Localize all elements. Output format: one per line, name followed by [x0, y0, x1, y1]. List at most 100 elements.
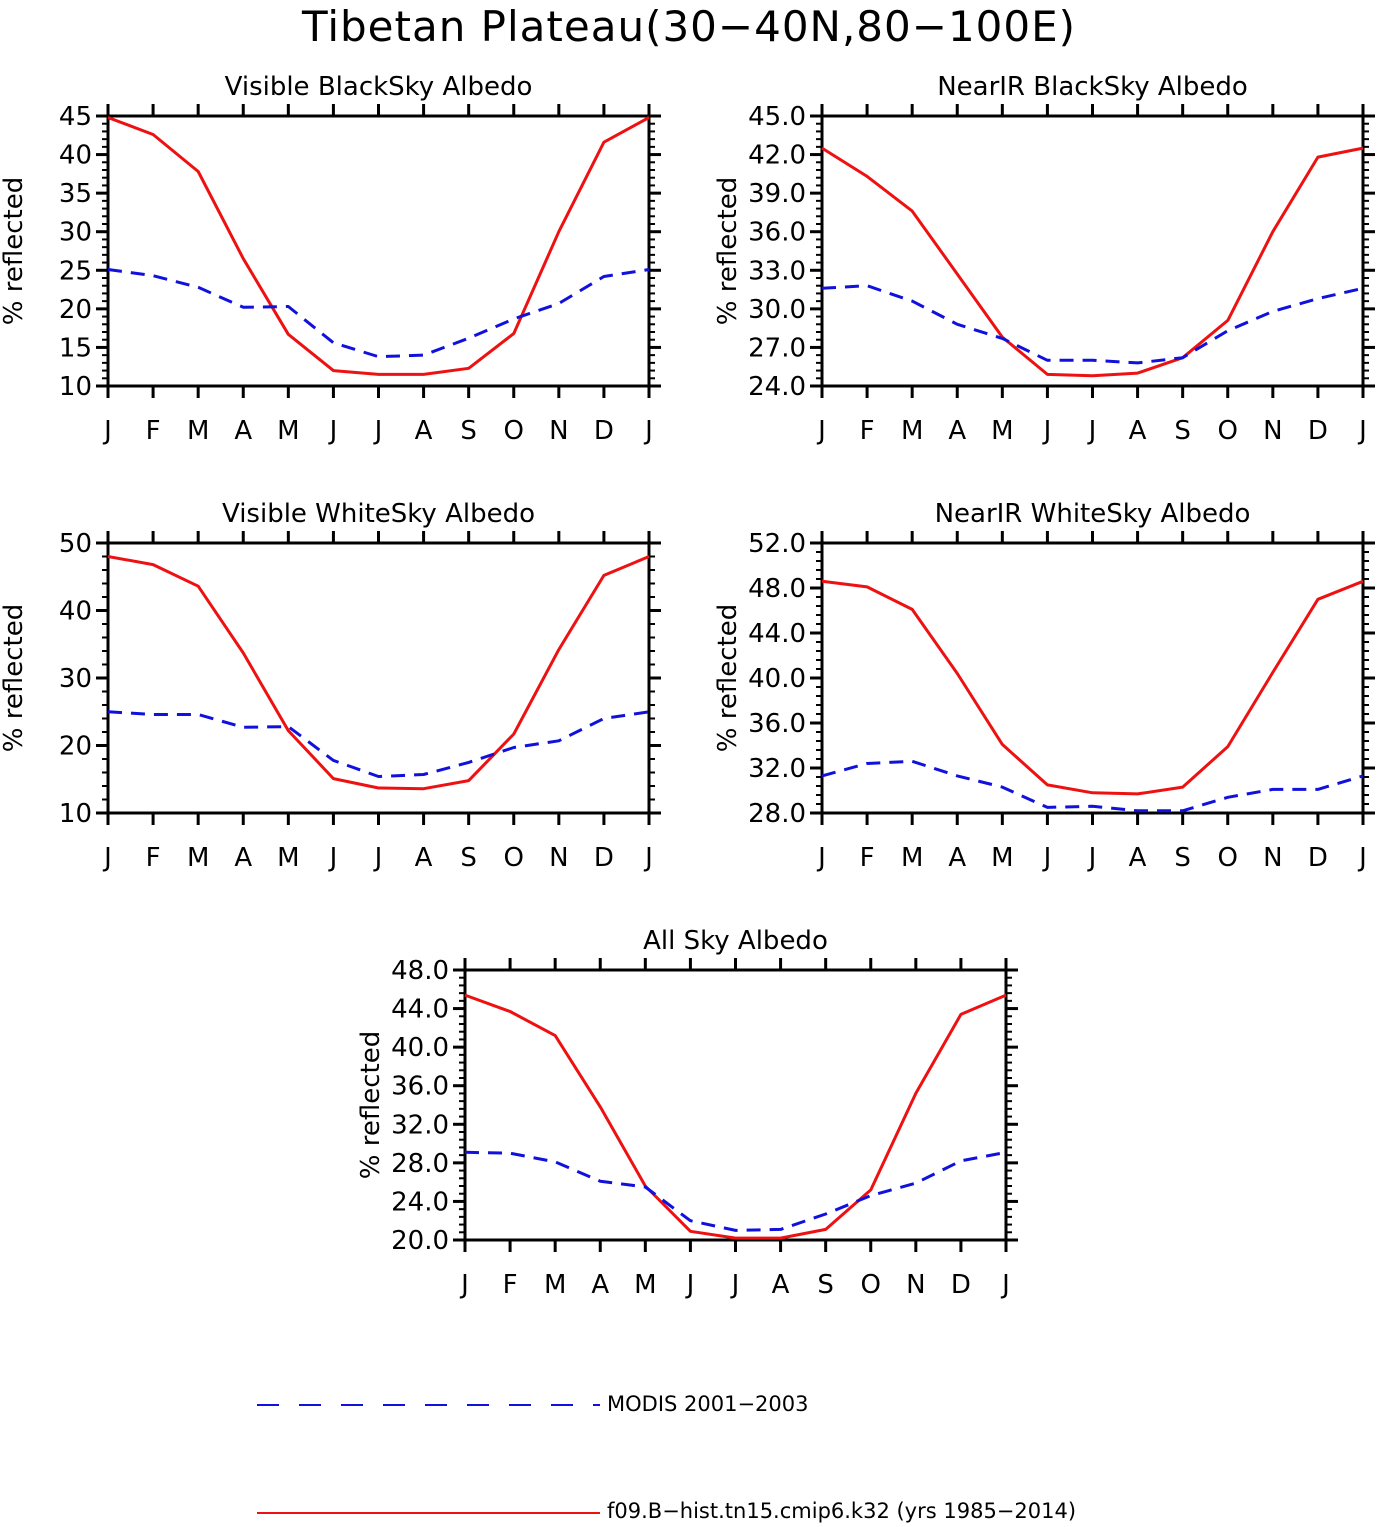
x-tick-label: M — [634, 1270, 656, 1300]
series-line-modis — [821, 759, 1364, 813]
y-axis-label: % reflected — [0, 604, 29, 752]
x-tick-label: A — [234, 416, 252, 446]
x-tick-label: M — [901, 843, 923, 873]
y-tick-label: 20.0 — [391, 1226, 449, 1256]
x-tick-label: S — [817, 1270, 834, 1300]
y-tick-label: 20 — [59, 732, 92, 762]
x-tick-label: A — [1129, 843, 1147, 873]
x-tick-label: M — [187, 843, 209, 873]
y-axis-label: % reflected — [713, 177, 743, 325]
panel-title: Visible BlackSky Albedo — [225, 72, 533, 102]
x-tick-label: J — [730, 1270, 740, 1300]
x-tick-label: A — [948, 843, 966, 873]
x-tick-label: J — [1087, 843, 1097, 873]
x-tick-label: J — [1357, 843, 1367, 873]
x-tick-label: A — [948, 416, 966, 446]
x-tick-label: N — [549, 843, 568, 873]
x-tick-label: M — [991, 416, 1013, 446]
series-line-model — [821, 146, 1364, 378]
series-line-modis — [821, 284, 1364, 365]
x-tick-label: N — [906, 1270, 925, 1300]
x-tick-label: J — [1000, 1270, 1010, 1300]
y-tick-label: 32.0 — [748, 754, 806, 784]
legend-obs-label: MODIS 2001−2003 — [607, 1392, 809, 1416]
x-tick-label: A — [591, 1270, 609, 1300]
y-axis-label: % reflected — [0, 177, 29, 325]
y-tick-label: 30.0 — [748, 295, 806, 325]
y-tick-label: 30 — [59, 664, 92, 694]
x-tick-label: S — [1174, 843, 1191, 873]
x-tick-label: M — [544, 1270, 566, 1300]
x-tick-label: A — [415, 416, 433, 446]
y-tick-label: 10 — [59, 372, 92, 402]
y-tick-label: 50 — [59, 529, 92, 559]
x-tick-label: F — [860, 416, 875, 446]
x-tick-label: N — [1263, 843, 1282, 873]
y-tick-label: 15 — [59, 333, 92, 363]
x-tick-label: J — [1042, 416, 1052, 446]
x-tick-label: J — [816, 843, 826, 873]
plot-frame — [820, 114, 1365, 388]
x-tick-label: A — [1129, 416, 1147, 446]
x-tick-label: D — [1308, 416, 1328, 446]
y-tick-label: 24.0 — [391, 1187, 449, 1217]
x-tick-label: J — [459, 1270, 469, 1300]
x-tick-label: J — [373, 416, 383, 446]
y-tick-label: 32.0 — [391, 1110, 449, 1140]
y-tick-label: 27.0 — [748, 333, 806, 363]
y-tick-label: 44.0 — [748, 619, 806, 649]
x-tick-label: S — [460, 416, 477, 446]
y-tick-label: 48.0 — [748, 574, 806, 604]
panel-5: All Sky Albedo % reflected 20.0 24.0 28.0 32.… — [356, 926, 1018, 1300]
x-tick-label: M — [901, 416, 923, 446]
x-tick-label: O — [861, 1270, 881, 1300]
panel-title: Visible WhiteSky Albedo — [222, 499, 535, 529]
y-tick-label: 42.0 — [748, 141, 806, 171]
y-tick-label: 20 — [59, 295, 92, 325]
x-tick-label: N — [1263, 416, 1282, 446]
x-tick-label: A — [415, 843, 433, 873]
y-tick-label: 36.0 — [391, 1072, 449, 1102]
y-tick-label: 48.0 — [391, 956, 449, 986]
y-tick-label: 28.0 — [748, 799, 806, 829]
y-tick-label: 33.0 — [748, 256, 806, 286]
y-tick-label: 52.0 — [748, 529, 806, 559]
x-tick-label: N — [549, 416, 568, 446]
y-tick-label: 10 — [59, 799, 92, 829]
x-tick-label: J — [328, 416, 338, 446]
x-tick-label: J — [1357, 416, 1367, 446]
x-tick-label: M — [277, 416, 299, 446]
x-tick-label: O — [504, 843, 524, 873]
legend-model-label: f09.B−hist.tn15.cmip6.k32 (yrs 1985−2014… — [607, 1499, 1077, 1523]
series-line-model — [107, 555, 650, 791]
y-tick-label: 30 — [59, 218, 92, 248]
x-tick-label: J — [1087, 416, 1097, 446]
x-tick-label: D — [594, 843, 614, 873]
y-axis-label: % reflected — [713, 604, 743, 752]
panel-title: NearIR BlackSky Albedo — [937, 72, 1248, 102]
x-tick-label: O — [1218, 843, 1238, 873]
x-tick-label: O — [504, 416, 524, 446]
series-line-model — [107, 116, 650, 376]
panel-4: NearIR WhiteSky Albedo % reflected 28.0 32.… — [713, 499, 1375, 873]
plot-frame — [820, 541, 1365, 815]
y-axis-label: % reflected — [356, 1031, 386, 1179]
x-tick-label: M — [277, 843, 299, 873]
x-tick-label: M — [187, 416, 209, 446]
x-tick-label: F — [146, 843, 161, 873]
series-line-model — [464, 993, 1007, 1240]
y-tick-label: 44.0 — [391, 995, 449, 1025]
series-line-model — [821, 579, 1364, 796]
x-tick-label: A — [772, 1270, 790, 1300]
x-tick-label: S — [1174, 416, 1191, 446]
y-tick-label: 35 — [59, 179, 92, 209]
x-tick-label: J — [328, 843, 338, 873]
y-tick-label: 45.0 — [748, 102, 806, 132]
x-tick-label: J — [373, 843, 383, 873]
y-tick-label: 28.0 — [391, 1149, 449, 1179]
y-tick-label: 40.0 — [391, 1033, 449, 1063]
x-tick-label: S — [460, 843, 477, 873]
plot-frame — [106, 114, 651, 388]
x-tick-label: M — [991, 843, 1013, 873]
